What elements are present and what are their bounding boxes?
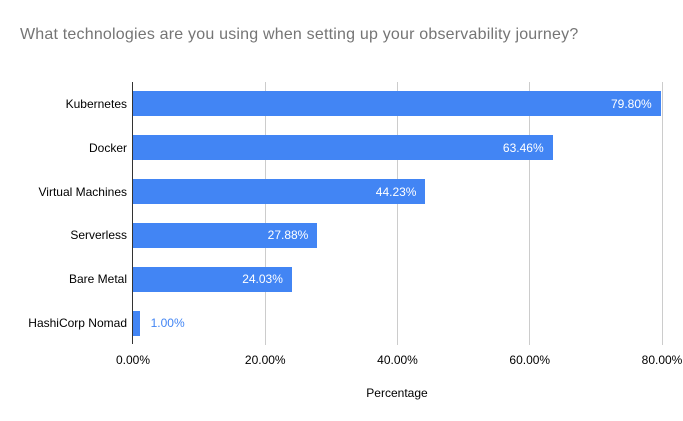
category-label: Virtual Machines [38, 184, 128, 199]
x-axis-title: Percentage [366, 386, 428, 400]
x-tick-label: 80.00% [641, 353, 683, 367]
gridline [264, 82, 266, 345]
gridline [397, 82, 398, 345]
value-label: 63.46% [502, 140, 544, 155]
x-tick-label: 60.00% [509, 353, 551, 367]
value-label: 44.23% [375, 184, 417, 199]
bar-kubernetes[interactable] [133, 91, 661, 117]
axis-baseline [132, 82, 133, 344]
category-label: Kubernetes [65, 96, 127, 111]
category-label: HashiCorp Nomad [28, 316, 127, 331]
bar-docker[interactable] [133, 135, 553, 161]
bar-hashicorp-nomad[interactable] [133, 310, 140, 336]
x-tick-label: 20.00% [244, 353, 286, 367]
value-label: 79.80% [610, 96, 652, 111]
category-label: Serverless [70, 228, 127, 243]
value-label: 1.00% [150, 316, 185, 331]
x-tick-label: 40.00% [377, 353, 418, 367]
value-label: 27.88% [267, 228, 309, 243]
bar-serverless[interactable] [133, 222, 318, 248]
x-tick-label: 0.00% [115, 353, 151, 367]
gridline [529, 82, 531, 345]
category-label: Bare Metal [68, 272, 127, 287]
bar-virtual-machines[interactable] [133, 179, 426, 205]
bar-bare-metal[interactable] [133, 266, 292, 292]
chart-title: What technologies are you using when set… [20, 26, 579, 43]
gridline [661, 82, 663, 345]
category-label: Docker [88, 140, 127, 155]
value-label: 24.03% [242, 272, 283, 287]
